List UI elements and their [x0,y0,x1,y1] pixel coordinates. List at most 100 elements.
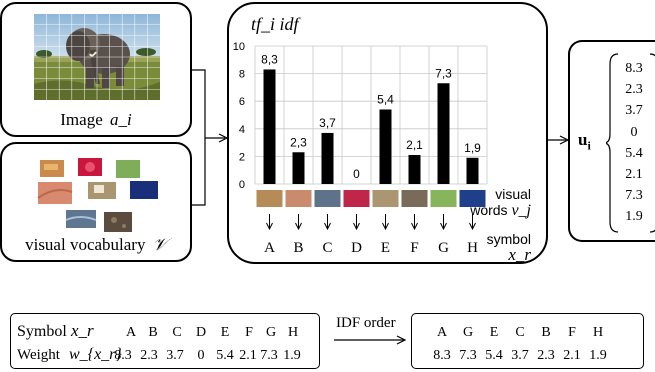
value-label-A: 8,3 [261,52,278,66]
vocabulary-patches [37,158,158,232]
left-weight-F: 2.1 [239,348,257,363]
image-label: Image [60,110,103,129]
right-symbol-F: F [568,325,576,340]
bar-C [321,132,334,184]
right-weight-A: 8.3 [433,348,451,363]
value-label-E: 5,4 [377,92,394,106]
right-weight-B: 2.3 [537,348,555,363]
left-weight-E: 5.4 [216,348,234,363]
down-arrowhead-H [469,222,476,231]
visual-word-patch-C [314,190,341,207]
down-arrowhead-A [266,222,273,231]
weight-row-math: w_{x_r} [69,346,122,363]
down-arrowhead-D [353,222,360,231]
category-label-G: G [438,240,449,256]
vector-subscript: i [587,138,591,153]
left-symbol-A: A [126,325,137,340]
left-weight-G: 7.3 [260,348,278,363]
right-weight-H: 1.9 [589,348,607,363]
category-label-C: C [322,240,332,256]
vector-value: 1.9 [625,209,643,225]
idf-order-arrow [334,335,407,345]
vocabulary-math: 𝒱 [152,235,167,254]
visual-word-patch-F [401,190,428,207]
y-tick-label: 2 [239,151,245,163]
visual-word-patch-G [430,190,457,207]
value-label-H: 1,9 [464,141,481,155]
right-symbol-G: G [463,325,473,340]
bar-H [466,157,479,184]
bar-G [437,83,450,184]
right-symbol-B: B [541,325,550,340]
tfidf-bar-chart: 0 2 4 6 8 10 8,3 A 2,3 B 3,7 C 0 D 5,4 E 2,1 F 7,3 G 1,9 H [233,41,488,256]
category-label-H: H [467,240,478,256]
visual-word-patch-H [459,190,486,207]
y-tick-label: 0 [239,179,245,191]
left-symbol-G: G [266,325,276,340]
vector-value: 0 [630,124,638,140]
category-label-E: E [381,240,390,256]
vector-value: 5.4 [625,145,643,161]
left-symbol-B: B [148,325,157,340]
y-tick-label: 10 [233,41,245,53]
down-arrowhead-F [411,222,418,231]
right-weight-F: 2.1 [563,348,581,363]
left-symbol-C: C [172,325,181,340]
down-arrowhead-G [440,222,447,231]
vector-value: 8.3 [625,61,643,76]
right-weight-G: 7.3 [459,348,477,363]
vector-value: 2.3 [625,82,643,98]
visual-words-label-2: words [470,202,508,218]
vocabulary-box: visual vocabulary 𝒱 [0,142,192,262]
visual-words-label-1: visual [495,186,531,202]
weight-row-label: Weight [17,347,61,363]
left-symbol-D: D [196,325,206,340]
right-symbol-C: C [515,325,524,340]
bar-A [263,69,276,184]
vector-value: 3.7 [625,103,643,119]
value-label-C: 3,7 [319,116,336,130]
vocabulary-label: visual vocabulary [25,235,146,254]
right-weight-C: 3.7 [511,348,529,363]
right-symbol-E: E [490,325,499,340]
bar-B [292,152,305,184]
image-math: a_i [110,110,132,129]
image-box: Image a_i [0,2,192,137]
down-arrowhead-E [382,222,389,231]
category-label-A: A [264,240,275,256]
left-symbol-F: F [245,325,253,340]
symbol-row-label: Symbol [17,323,67,340]
vector-box: ui 8.3 2.3 3.7 0 5.4 2.1 7.3 1.9 [568,40,655,242]
left-symbol-H: H [288,325,298,340]
y-tick-label: 4 [239,124,245,136]
left-weight-H: 1.9 [283,348,301,363]
vector-braces [606,53,655,233]
visual-words-math: v_j [511,202,531,219]
y-tick-label: 8 [239,69,245,81]
symbol-row-math: x_r [70,321,94,340]
bar-E [379,109,392,184]
category-label-B: B [293,240,303,256]
left-weight-B: 2.3 [140,348,158,363]
vector-value: 7.3 [625,188,643,204]
left-weight-D: 0 [198,348,205,363]
down-arrowhead-B [295,222,302,231]
visual-word-patch-A [256,190,283,207]
visual-word-patch-D [343,190,370,207]
chart-title: tf_i idf [251,14,299,34]
down-arrowhead-C [324,222,331,231]
symbol-math: x_r [508,245,531,264]
value-label-G: 7,3 [435,66,452,80]
weight-table-grid: Symbol x_r Weight w_{x_r} A 8.3 B 2.3 C 3.7 D 0… [17,321,301,363]
visual-word-patch-B [285,190,312,207]
left-weight-A: 8.3 [114,348,132,363]
idf-ordered-table: A 8.3 G 7.3 E 5.4 C 3.7 B 2.3 F 2.1 H 1.9 [411,313,644,369]
left-symbol-E: E [221,325,230,340]
y-tick-label: 6 [239,96,245,108]
right-symbol-A: A [437,325,448,340]
vector-label: u [578,130,588,149]
category-label-D: D [351,240,362,256]
category-label-F: F [410,240,418,256]
bar-F [408,155,421,184]
left-weight-C: 3.7 [166,348,184,363]
